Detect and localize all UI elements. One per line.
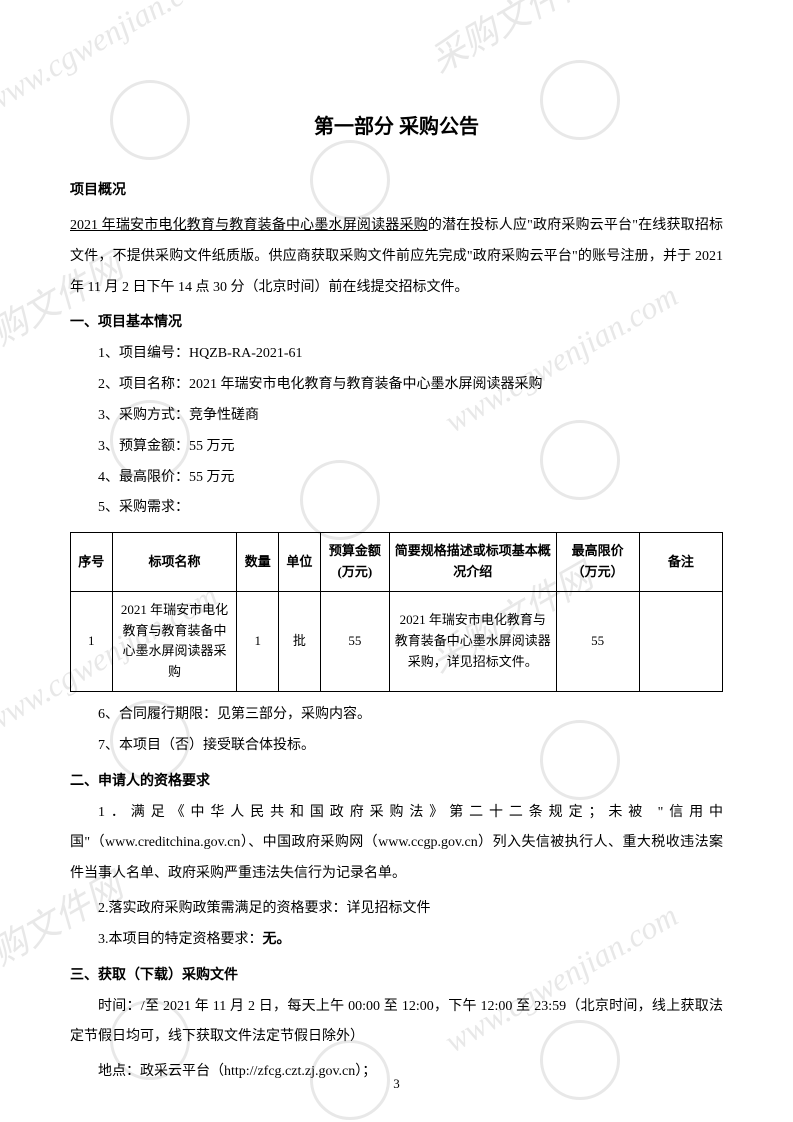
intro-underlined: 2021 年瑞安市电化教育与教育装备中心墨水屏阅读器采购 xyxy=(70,218,428,233)
td-name: 2021 年瑞安市电化教育与教育装备中心墨水屏阅读器采购 xyxy=(112,591,237,691)
th-seq: 序号 xyxy=(71,533,113,592)
td-maxprice: 55 xyxy=(556,591,639,691)
td-qty: 1 xyxy=(237,591,279,691)
td-budget: 55 xyxy=(320,591,389,691)
td-note xyxy=(639,591,722,691)
procurement-table: 序号 标项名称 数量 单位 预算金额(万元) 简要规格描述或标项基本概况介绍 最… xyxy=(70,532,723,692)
item-qual-2: 2.落实政府采购政策需满足的资格要求：详见招标文件 xyxy=(70,894,723,925)
td-unit: 批 xyxy=(279,591,321,691)
item-project-name: 2、项目名称：2021 年瑞安市电化教育与教育装备中心墨水屏阅读器采购 xyxy=(70,370,723,401)
item-qual-3-bold: 无。 xyxy=(263,932,291,947)
td-desc: 2021 年瑞安市电化教育与教育装备中心墨水屏阅读器采购，详见招标文件。 xyxy=(390,591,556,691)
th-note: 备注 xyxy=(639,533,722,592)
item-time: 时间：/至 2021 年 11 月 2 日，每天上午 00:00 至 12:00… xyxy=(70,992,723,1054)
watermark-text: www.cgwenjian.com xyxy=(0,0,224,120)
table-header-row: 序号 标项名称 数量 单位 预算金额(万元) 简要规格描述或标项基本概况介绍 最… xyxy=(71,533,723,592)
item-max-price: 4、最高限价：55 万元 xyxy=(70,463,723,494)
watermark-alt: 采购文件网 xyxy=(419,0,601,84)
th-unit: 单位 xyxy=(279,533,321,592)
item-budget: 3、预算金额：55 万元 xyxy=(70,432,723,463)
item-requirements: 5、采购需求： xyxy=(70,493,723,524)
th-desc: 简要规格描述或标项基本概况介绍 xyxy=(390,533,556,592)
table-row: 1 2021 年瑞安市电化教育与教育装备中心墨水屏阅读器采购 1 批 55 20… xyxy=(71,591,723,691)
section-overview-title: 项目概况 xyxy=(70,179,723,199)
item-qual-3: 3.本项目的特定资格要求：无。 xyxy=(70,925,723,956)
item-qual-3-prefix: 3.本项目的特定资格要求： xyxy=(98,932,263,947)
item-project-number: 1、项目编号：HQZB-RA-2021-61 xyxy=(70,339,723,370)
item-consortium: 7、本项目（否）接受联合体投标。 xyxy=(70,731,723,762)
th-name: 标项名称 xyxy=(112,533,237,592)
th-qty: 数量 xyxy=(237,533,279,592)
td-seq: 1 xyxy=(71,591,113,691)
th-maxprice: 最高限价（万元） xyxy=(556,533,639,592)
item-qual-1: 1．满足《中华人民共和国政府采购法》第二十二条规定；未被 "信用中国"（www.… xyxy=(70,798,723,890)
item-procurement-method: 3、采购方式：竞争性磋商 xyxy=(70,401,723,432)
heading-basic-info: 一、项目基本情况 xyxy=(70,311,723,331)
intro-paragraph: 2021 年瑞安市电化教育与教育装备中心墨水屏阅读器采购的潜在投标人应"政府采购… xyxy=(70,211,723,303)
item-location: 地点：政采云平台（http://zfcg.czt.zj.gov.cn）； xyxy=(70,1057,723,1088)
item-contract-period: 6、合同履行期限：见第三部分，采购内容。 xyxy=(70,700,723,731)
heading-qualification: 二、申请人的资格要求 xyxy=(70,770,723,790)
heading-download: 三、获取（下载）采购文件 xyxy=(70,964,723,984)
th-budget: 预算金额(万元) xyxy=(320,533,389,592)
page-title: 第一部分 采购公告 xyxy=(70,110,723,139)
